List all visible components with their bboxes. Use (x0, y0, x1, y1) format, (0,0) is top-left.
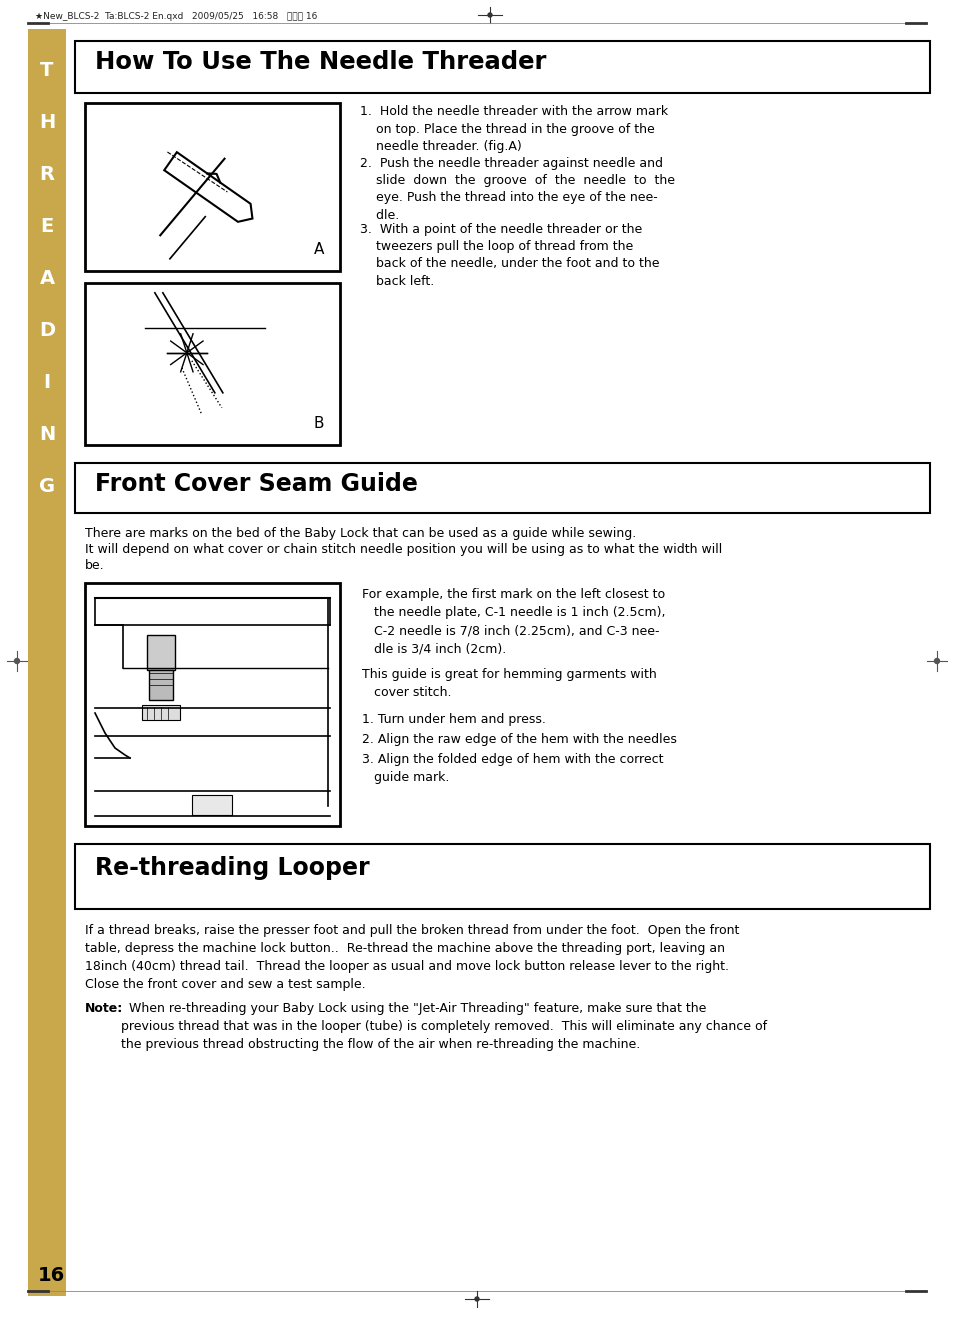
Text: 3. Align the folded edge of hem with the correct
   guide mark.: 3. Align the folded edge of hem with the… (361, 753, 662, 783)
Text: 1. Turn under hem and press.: 1. Turn under hem and press. (361, 713, 545, 727)
Text: ★New_BLCS-2  Ta:BLCS-2 En.qxd   2009/05/25   16:58   ページ 16: ★New_BLCS-2 Ta:BLCS-2 En.qxd 2009/05/25 … (35, 12, 317, 21)
Text: Note:: Note: (85, 1003, 123, 1015)
Bar (28, 29, 66, 1296)
Text: It will depend on what cover or chain stitch needle position you will be using a: It will depend on what cover or chain st… (85, 543, 721, 556)
Text: For example, the first mark on the left closest to
   the needle plate, C-1 need: For example, the first mark on the left … (361, 588, 665, 655)
Text: B: B (314, 416, 324, 431)
Text: 2. Align the raw edge of the hem with the needles: 2. Align the raw edge of the hem with th… (361, 733, 677, 746)
Circle shape (475, 1297, 478, 1301)
Text: I: I (44, 374, 51, 392)
Circle shape (934, 658, 939, 663)
Text: H: H (39, 114, 55, 132)
Circle shape (488, 13, 492, 17)
Text: Re-threading Looper: Re-threading Looper (95, 856, 369, 880)
Text: A: A (314, 242, 324, 258)
Bar (149, 670, 172, 700)
Text: N: N (39, 425, 55, 444)
Circle shape (14, 658, 19, 663)
Bar (85, 583, 339, 826)
Text: 1.  Hold the needle threader with the arrow mark
    on top. Place the thread in: 1. Hold the needle threader with the arr… (359, 104, 667, 153)
Circle shape (197, 181, 207, 190)
Text: G: G (39, 477, 55, 497)
Bar (192, 795, 232, 815)
Bar (142, 705, 180, 720)
Text: T: T (40, 62, 53, 81)
Bar (75, 844, 929, 909)
Text: 16: 16 (38, 1266, 65, 1285)
Bar (147, 635, 174, 670)
Bar (75, 41, 929, 92)
Bar (75, 462, 929, 513)
Text: R: R (39, 165, 54, 185)
Text: When re-threading your Baby Lock using the "Jet-Air Threading" feature, make sur: When re-threading your Baby Lock using t… (121, 1003, 766, 1052)
Text: E: E (40, 218, 53, 236)
Text: A: A (39, 269, 54, 288)
Text: This guide is great for hemming garments with
   cover stitch.: This guide is great for hemming garments… (361, 668, 656, 699)
Text: Front Cover Seam Guide: Front Cover Seam Guide (95, 472, 417, 495)
Text: D: D (39, 321, 55, 341)
Bar (85, 283, 339, 445)
Text: 2.  Push the needle threader against needle and
    slide  down  the  groove  of: 2. Push the needle threader against need… (359, 156, 675, 222)
Bar (85, 103, 339, 271)
Text: There are marks on the bed of the Baby Lock that can be used as a guide while se: There are marks on the bed of the Baby L… (85, 527, 636, 540)
Text: be.: be. (85, 559, 105, 572)
Text: How To Use The Needle Threader: How To Use The Needle Threader (95, 50, 546, 74)
Text: 3.  With a point of the needle threader or the
    tweezers pull the loop of thr: 3. With a point of the needle threader o… (359, 222, 659, 288)
Polygon shape (164, 152, 253, 222)
Text: If a thread breaks, raise the presser foot and pull the broken thread from under: If a thread breaks, raise the presser fo… (85, 923, 739, 991)
